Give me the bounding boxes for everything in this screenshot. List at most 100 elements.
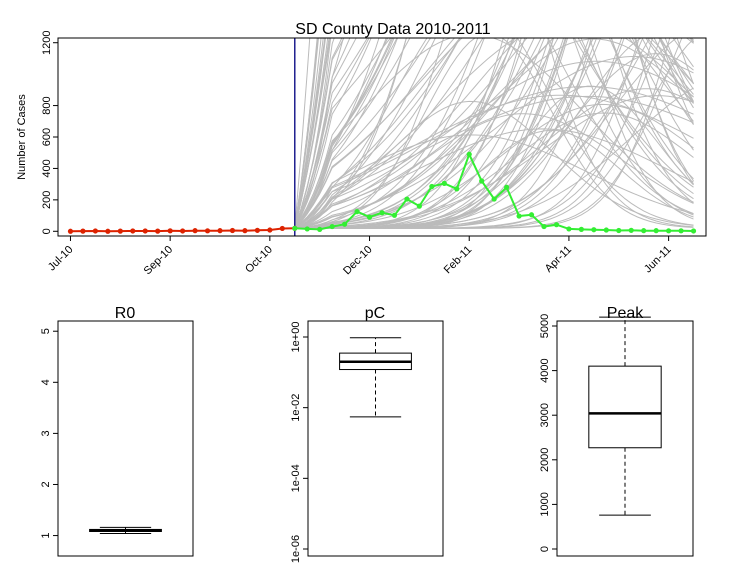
- iqr-box: [588, 365, 662, 449]
- projection-curve: [294, 38, 694, 229]
- projection-curve: [294, 60, 694, 229]
- y-tick-label: 5000: [539, 314, 551, 338]
- data-point: [242, 228, 248, 234]
- x-tick-label: Jul-10: [46, 244, 76, 274]
- data-point: [404, 196, 410, 202]
- data-point: [217, 228, 223, 234]
- data-point: [329, 223, 335, 230]
- x-tick-label: Sep-10: [142, 244, 176, 278]
- y-tick-label: 1e+00: [290, 322, 302, 353]
- projection-curve: [294, 38, 694, 229]
- projection-curve: [294, 38, 694, 229]
- data-point: [366, 214, 373, 220]
- data-point: [354, 209, 360, 215]
- projection-curve: [294, 38, 694, 229]
- main-chart: SD County Data 2010-2011 Number of Cases…: [16, 21, 707, 277]
- y-tick-label: 600: [41, 128, 53, 146]
- data-point: [204, 228, 211, 234]
- projection-curve: [294, 38, 694, 229]
- projection-curve: [294, 38, 694, 229]
- main-x-ticks: Jul-10 Sep-10 Oct-10 Dec-10 Feb-11 Apr-11 Jun-…: [46, 236, 674, 277]
- data-point: [479, 178, 485, 184]
- projection-curve: [294, 38, 694, 229]
- projection-curve: [294, 38, 399, 229]
- projection-curve: [294, 38, 372, 229]
- r0-y-ticks: 1 2 3 4 5: [40, 328, 58, 539]
- peak-y-ticks: 0 1000 2000 3000 4000 5000: [539, 314, 557, 552]
- data-point: [441, 180, 447, 186]
- data-point: [105, 228, 111, 234]
- y-tick-label: 3000: [539, 403, 551, 427]
- data-point: [267, 227, 273, 233]
- x-tick-label: Dec-10: [341, 244, 375, 278]
- data-point: [690, 228, 697, 234]
- projection-curve: [294, 38, 694, 229]
- x-tick-label: Oct-10: [243, 244, 275, 276]
- r0-box: [89, 526, 162, 535]
- data-point: [254, 227, 260, 233]
- data-point: [304, 226, 310, 232]
- data-point: [591, 227, 597, 233]
- projection-curve: [294, 38, 461, 229]
- data-point: [454, 186, 460, 192]
- projection-curve: [294, 38, 694, 229]
- data-point: [167, 228, 173, 234]
- peak-title: Peak: [607, 305, 644, 322]
- main-chart-title: SD County Data 2010-2011: [295, 21, 490, 38]
- y-tick-label: 1e-04: [290, 464, 302, 492]
- y-tick-label: 200: [41, 191, 53, 209]
- data-point: [678, 228, 684, 234]
- data-point: [566, 226, 572, 232]
- projection-curve: [294, 38, 461, 229]
- r0-title: R0: [115, 305, 136, 322]
- projection-curve: [294, 38, 479, 229]
- projection-curve: [294, 38, 694, 229]
- projection-curve: [294, 38, 387, 229]
- data-point: [616, 227, 622, 234]
- data-point: [578, 226, 584, 232]
- data-point: [192, 228, 198, 234]
- y-tick-label: 0: [41, 228, 53, 234]
- projection-curve: [294, 38, 694, 229]
- x-tick-label: Jun-11: [642, 244, 674, 276]
- x-tick-label: Apr-11: [543, 244, 574, 275]
- y-tick-label: 4: [40, 379, 52, 385]
- projection-curve: [294, 38, 514, 229]
- data-point: [416, 203, 422, 209]
- y-tick-label: 800: [41, 96, 53, 114]
- projection-curve: [294, 38, 694, 229]
- data-point: [466, 151, 472, 157]
- data-point: [391, 212, 398, 218]
- data-point: [666, 228, 672, 234]
- data-point: [130, 228, 136, 234]
- data-point: [653, 228, 659, 234]
- projection-curve: [294, 38, 542, 229]
- projection-curve: [294, 38, 395, 229]
- data-point: [67, 228, 74, 234]
- projection-curve: [294, 38, 694, 229]
- projection-curve: [294, 38, 432, 229]
- projection-curve: [294, 38, 411, 229]
- projection-curve: [294, 95, 694, 229]
- projection-curves: [294, 38, 694, 229]
- projection-curve: [294, 113, 694, 229]
- projection-curve: [294, 38, 694, 229]
- data-point: [142, 228, 148, 234]
- data-point: [528, 212, 535, 218]
- data-point: [180, 228, 186, 234]
- boxplot-r0: R0 1 2 3 4 5: [40, 305, 194, 557]
- observed-series: [67, 151, 697, 234]
- boxplot-peak: Peak 0 1000 2000 3000 4000 5000: [539, 305, 694, 557]
- data-point: [628, 227, 634, 233]
- y-tick-label: 1e-06: [290, 535, 302, 563]
- y-tick-label: 1: [40, 533, 52, 539]
- data-point: [429, 183, 435, 190]
- projection-curve: [294, 38, 484, 229]
- y-tick-label: 1000: [539, 492, 551, 516]
- y-tick-label: 3: [40, 430, 52, 436]
- data-point: [541, 223, 547, 230]
- data-point: [342, 221, 348, 227]
- projection-curve: [294, 38, 694, 229]
- projection-curve: [294, 38, 694, 229]
